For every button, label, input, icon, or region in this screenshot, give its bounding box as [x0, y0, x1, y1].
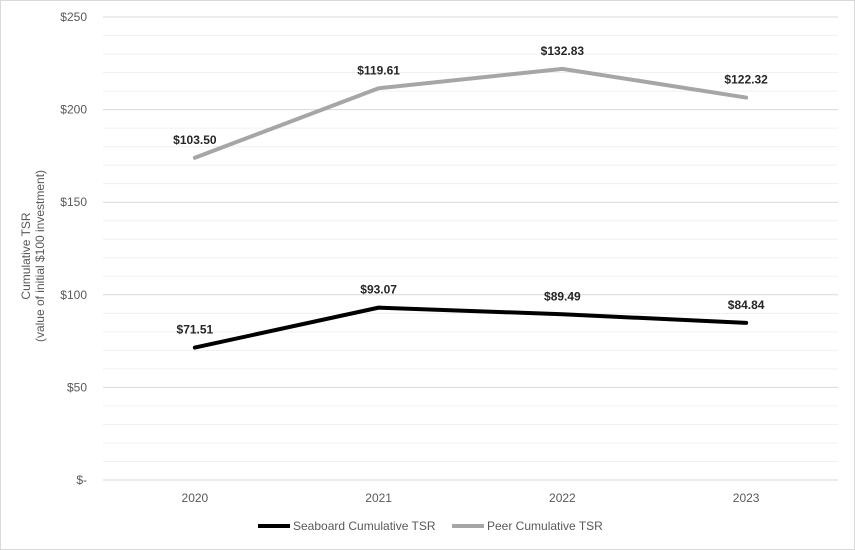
y-axis-label-line1: Cumulative TSR: [19, 212, 33, 299]
legend-label-seaboard: Seaboard Cumulative TSR: [293, 519, 436, 533]
data-label: $84.84: [728, 298, 765, 312]
x-tick-label: 2020: [182, 491, 209, 505]
x-tick-label: 2022: [549, 491, 576, 505]
data-label: $122.32: [724, 73, 768, 87]
legend: Seaboard Cumulative TSR Peer Cumulative …: [258, 519, 603, 533]
data-label: $71.51: [177, 323, 214, 337]
x-tick-label: 2021: [365, 491, 392, 505]
gridlines: [103, 16, 838, 481]
y-tick-label: $150: [60, 195, 87, 209]
data-label: $89.49: [544, 289, 581, 303]
y-tick-label: $200: [60, 103, 87, 117]
legend-label-peer: Peer Cumulative TSR: [487, 519, 603, 533]
y-tick-label: $-: [76, 473, 87, 487]
data-label: $103.50: [173, 133, 217, 147]
y-tick-label: $250: [60, 10, 87, 24]
data-label: $119.61: [357, 63, 400, 77]
series-line-peer: [192, 66, 749, 160]
axes: $- $50 $100 $150 $200 $250 2020 2021 2022 2023: [60, 10, 759, 505]
y-axis-label-line2: (value of initial $100 investment): [33, 170, 47, 342]
y-tick-label: $50: [67, 380, 87, 394]
series-layer: [192, 66, 749, 350]
data-labels: $71.51 $93.07 $89.49 $84.84 $103.50 $119.61 $1…: [173, 44, 768, 337]
data-label: $93.07: [360, 283, 397, 297]
data-label: $132.83: [541, 44, 585, 58]
x-tick-label: 2023: [733, 491, 760, 505]
series-line-seaboard: [192, 305, 749, 350]
y-tick-label: $100: [60, 288, 87, 302]
